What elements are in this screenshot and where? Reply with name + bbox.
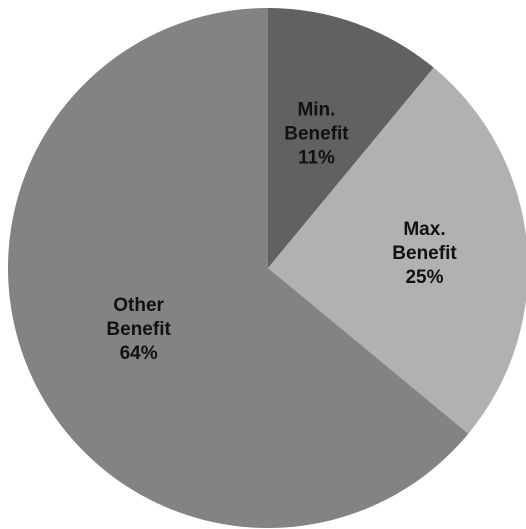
pie-slice-percent: 11% [298, 147, 335, 168]
pie-slice-name: Benefit [106, 319, 171, 340]
pie-slice-name: Max. [403, 219, 445, 240]
pie-slice-percent: 25% [405, 267, 443, 288]
pie-slice-name: Min. [297, 99, 335, 120]
pie-slice-name: Benefit [392, 243, 457, 264]
pie-slice-label: Min. Benefit 11% [284, 99, 349, 168]
pie-slice-min-benefit [268, 8, 434, 268]
pie-slice-label: Other Benefit 64% [106, 295, 171, 364]
pie-slices [7, 8, 526, 528]
pie-slice-percent: 64% [120, 343, 158, 364]
pie-slice-max-benefit [268, 67, 526, 434]
pie-labels: Min. Benefit 11% Max. Benefit 25% Other Benefit… [106, 99, 457, 363]
pie-slice-other-benefit [7, 8, 469, 528]
pie-slice-name: Benefit [284, 123, 349, 144]
pie-slice-name: Other [113, 295, 164, 316]
pie-slice-label: Max. Benefit 25% [392, 219, 457, 288]
